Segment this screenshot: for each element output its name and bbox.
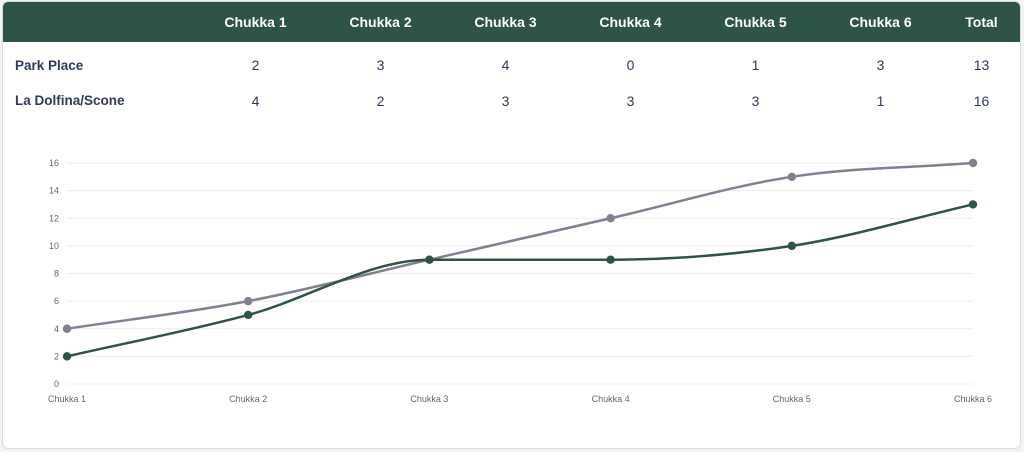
score-cell: 4 bbox=[501, 57, 510, 73]
header-chukka-4: Chukka 4 bbox=[599, 14, 662, 30]
series-point-1 bbox=[968, 200, 978, 209]
y-tick-label: 10 bbox=[49, 241, 59, 251]
header-total: Total bbox=[965, 14, 998, 30]
x-tick-label: Chukka 1 bbox=[48, 394, 86, 404]
series-point-1 bbox=[606, 255, 615, 264]
score-cell: 1 bbox=[876, 92, 885, 109]
series-point-2 bbox=[244, 296, 253, 306]
team-name: La Dolfina/Scone bbox=[15, 93, 125, 108]
series-point-1 bbox=[425, 255, 434, 264]
header-chukka-1: Chukka 1 bbox=[224, 14, 287, 30]
score-cell: 3 bbox=[501, 92, 510, 109]
y-tick-label: 16 bbox=[49, 158, 59, 168]
table-row: La Dolfina/Scone 4 2 3 3 3 1 16 bbox=[3, 81, 1020, 120]
series-point-2 bbox=[606, 214, 615, 223]
score-cell: 3 bbox=[751, 92, 760, 109]
total-cell: 13 bbox=[973, 57, 990, 73]
score-cell: 2 bbox=[376, 92, 385, 109]
series-point-1 bbox=[244, 310, 253, 320]
table-header-row: Chukka 1 Chukka 2 Chukka 3 Chukka 4 Chuk… bbox=[3, 2, 1020, 42]
score-cell: 1 bbox=[751, 57, 760, 73]
y-tick-label: 0 bbox=[54, 379, 59, 389]
score-cell: 3 bbox=[376, 57, 385, 73]
y-tick-label: 6 bbox=[54, 296, 59, 306]
score-cell: 3 bbox=[626, 92, 635, 109]
header-chukka-5: Chukka 5 bbox=[724, 14, 787, 30]
score-table: Chukka 1 Chukka 2 Chukka 3 Chukka 4 Chuk… bbox=[3, 2, 1020, 120]
x-tick-label: Chukka 5 bbox=[773, 394, 811, 404]
x-tick-label: Chukka 2 bbox=[229, 394, 267, 404]
score-cell: 4 bbox=[251, 92, 260, 109]
y-tick-label: 4 bbox=[54, 324, 59, 334]
header-chukka-2: Chukka 2 bbox=[349, 14, 412, 30]
series-line-1 bbox=[66, 203, 974, 358]
series-point-2 bbox=[62, 324, 72, 333]
y-tick-label: 12 bbox=[49, 213, 59, 223]
series-point-2 bbox=[968, 158, 978, 168]
header-chukka-6: Chukka 6 bbox=[849, 14, 912, 30]
x-tick-label: Chukka 6 bbox=[954, 394, 992, 404]
series-point-2 bbox=[787, 172, 796, 182]
table-row: Park Place 2 3 4 0 1 3 13 bbox=[3, 42, 1020, 81]
series-point-1 bbox=[787, 241, 796, 251]
team-name: Park Place bbox=[15, 57, 84, 73]
score-cell: 2 bbox=[251, 57, 260, 73]
series-point-1 bbox=[62, 352, 72, 361]
score-progression-chart: 0 2 4 6 8 10 12 14 16 Chukka 1 Chukka 2 Chukka 3 Chu… bbox=[48, 158, 992, 404]
x-tick-label: Chukka 3 bbox=[410, 394, 448, 404]
y-tick-label: 14 bbox=[49, 186, 59, 196]
y-tick-label: 8 bbox=[54, 269, 59, 279]
score-cell: 3 bbox=[876, 57, 885, 73]
score-cell: 0 bbox=[626, 57, 635, 73]
x-tick-label: Chukka 4 bbox=[592, 394, 630, 404]
header-chukka-3: Chukka 3 bbox=[474, 14, 537, 30]
y-tick-label: 2 bbox=[54, 351, 59, 361]
series-line-2 bbox=[66, 161, 974, 330]
total-cell: 16 bbox=[973, 92, 990, 109]
